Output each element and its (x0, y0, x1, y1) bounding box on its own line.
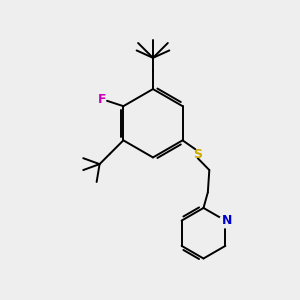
Text: N: N (222, 214, 232, 227)
Text: F: F (98, 93, 106, 106)
Text: S: S (193, 148, 202, 160)
